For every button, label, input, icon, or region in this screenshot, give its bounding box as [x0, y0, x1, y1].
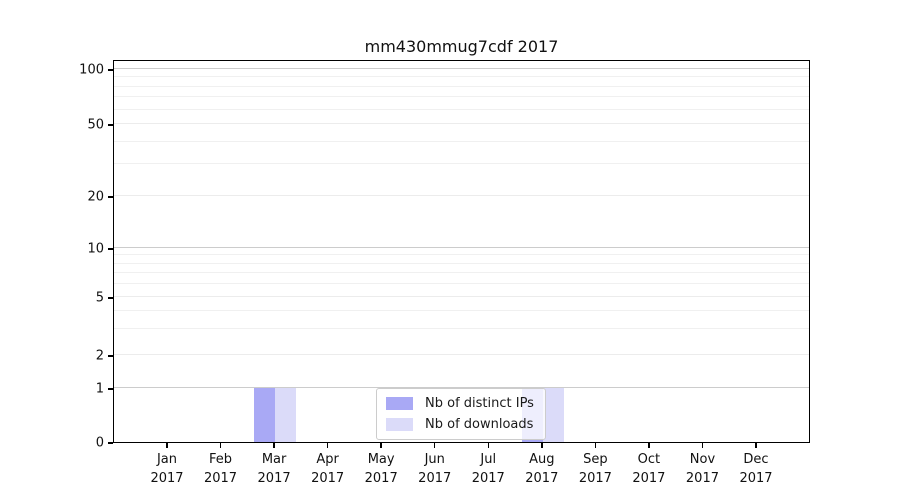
legend-item: Nb of distinct IPs [386, 396, 534, 411]
x-tick-label: Mar 2017 [257, 452, 291, 486]
y-tick-label: 50 [87, 117, 104, 133]
x-tick-mark [219, 443, 222, 448]
legend-swatch-icon [386, 397, 413, 410]
x-tick-mark [380, 443, 382, 448]
legend: Nb of distinct IPs Nb of downloads [376, 388, 546, 440]
gridline-minor [114, 254, 809, 256]
x-tick-mark [166, 443, 168, 448]
y-tick-mark [108, 442, 113, 444]
x-tick-label: Nov 2017 [685, 452, 719, 486]
legend-swatch-icon [386, 418, 413, 431]
gridline-major [114, 246, 809, 248]
legend-item-label: Nb of distinct IPs [425, 396, 534, 411]
x-tick-label: Jun 2017 [418, 452, 452, 486]
legend-item-label: Nb of downloads [425, 417, 534, 432]
y-tick-mark [108, 388, 113, 390]
x-tick-mark [594, 443, 597, 448]
x-tick-mark [487, 443, 489, 448]
y-tick-label: 5 [95, 290, 104, 306]
gridline-minor [114, 76, 809, 78]
gridline-major [114, 67, 809, 69]
legend-item: Nb of downloads [386, 417, 534, 432]
gridline-minor [114, 282, 809, 284]
x-tick-label: Apr 2017 [311, 452, 345, 486]
y-tick-label: 20 [87, 189, 104, 205]
gridline-minor [114, 85, 809, 87]
x-tick-mark [541, 443, 543, 448]
bar-downloads [542, 388, 564, 442]
x-tick-label: Sep 2017 [578, 452, 612, 486]
y-tick-label: 10 [87, 241, 104, 257]
gridline-minor [114, 272, 809, 274]
x-tick-label: Aug 2017 [525, 452, 559, 486]
y-tick-label: 0 [95, 435, 104, 451]
y-tick-label: 1 [95, 381, 104, 397]
y-tick-mark [108, 69, 113, 71]
gridline-minor [114, 328, 809, 330]
x-tick-mark [701, 443, 704, 448]
gridline-minor [114, 140, 809, 142]
y-tick-mark [108, 196, 113, 198]
y-tick-mark [108, 355, 113, 357]
x-tick-label: Jan 2017 [150, 452, 184, 486]
gridline-minor [114, 262, 809, 264]
gridline-major [114, 387, 809, 388]
x-tick-label: Jul 2017 [471, 452, 505, 486]
y-tick-mark [108, 297, 113, 299]
x-tick-label: Oct 2017 [632, 452, 666, 486]
x-tick-label: May 2017 [364, 452, 398, 486]
gridline-minor [114, 163, 809, 165]
y-tick-label: 100 [79, 62, 104, 78]
gridline [114, 295, 809, 297]
gridline [114, 354, 809, 356]
gridline [114, 195, 809, 197]
x-tick-mark [434, 443, 436, 448]
y-tick-mark [108, 124, 113, 126]
x-tick-mark [326, 443, 329, 448]
x-tick-mark [273, 443, 275, 448]
bar-distinct-ips [254, 388, 276, 442]
x-tick-mark [755, 443, 757, 448]
y-tick-mark [108, 248, 113, 250]
x-tick-label: Feb 2017 [203, 452, 238, 486]
gridline [114, 123, 809, 125]
chart-title: mm430mmug7cdf 2017 [364, 37, 559, 56]
y-tick-label: 2 [95, 348, 104, 364]
gridline-minor [114, 108, 809, 110]
x-tick-label: Dec 2017 [739, 452, 773, 486]
bar-downloads [275, 388, 297, 442]
gridline-minor [114, 310, 809, 312]
plot-area [113, 60, 810, 443]
x-tick-mark [648, 443, 650, 448]
gridline-minor [114, 96, 809, 98]
